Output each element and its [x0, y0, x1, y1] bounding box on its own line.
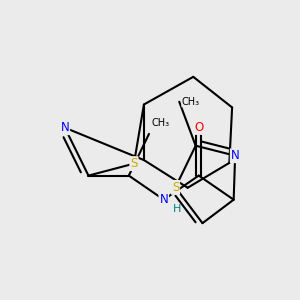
Text: N: N [61, 121, 69, 134]
Text: N: N [231, 149, 239, 162]
Text: S: S [172, 181, 179, 194]
Text: N: N [159, 193, 168, 206]
Text: O: O [194, 121, 203, 134]
Text: S: S [130, 157, 138, 170]
Text: H: H [173, 204, 182, 214]
Text: CH₃: CH₃ [152, 118, 170, 128]
Text: CH₃: CH₃ [182, 97, 200, 107]
